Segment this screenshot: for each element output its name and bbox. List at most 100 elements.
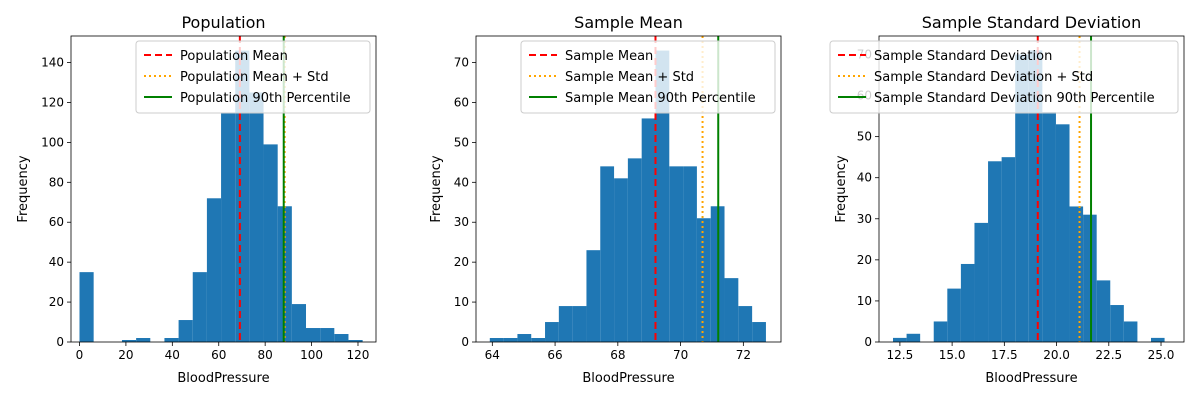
legend-label: Sample Mean 90th Percentile xyxy=(565,91,756,106)
histogram-bar xyxy=(960,263,975,342)
histogram-bar xyxy=(586,250,601,342)
x-tick-label: 40 xyxy=(165,348,180,362)
x-tick-label: 70 xyxy=(673,348,688,362)
histogram-bar xyxy=(696,218,711,342)
histogram-bar xyxy=(1096,280,1111,342)
subplot-sample-mean: Sample Mean BloodPressure Frequency 64 66… xyxy=(429,13,782,386)
histogram-bar xyxy=(1015,54,1029,342)
histogram-bar xyxy=(947,288,961,342)
axes-frame xyxy=(878,35,1185,343)
subplot-title: Sample Mean xyxy=(574,13,683,32)
histogram-bar xyxy=(988,161,1002,342)
x-tick-label: 80 xyxy=(258,348,273,362)
legend: Sample Mean Sample Mean + Std Sample Mean … xyxy=(520,40,776,114)
histogram-bar xyxy=(1042,111,1056,342)
plot-area: 12.515.017.520.022.525.0010203040506070S… xyxy=(829,35,1185,362)
x-tick-label: 12.5 xyxy=(887,348,914,362)
plot-area: 0 20 40 60 80 100 120 0 20 40 60 80 100 120 140 Populat… xyxy=(41,35,377,362)
legend-label: Sample Standard Deviation + Std xyxy=(874,70,1093,85)
histogram-bar xyxy=(974,222,989,342)
histogram-bar xyxy=(531,338,546,342)
plot-content xyxy=(892,36,1165,342)
y-tick-label: 20 xyxy=(454,255,469,269)
x-tick-label: 66 xyxy=(547,348,562,362)
legend: Sample Standard Deviation Sample Standard… xyxy=(829,40,1179,114)
histogram-bar xyxy=(348,340,363,342)
histogram-bar xyxy=(306,328,321,342)
histogram-bar xyxy=(669,166,684,342)
histogram-bar xyxy=(724,278,739,342)
y-tick-label: 20 xyxy=(49,295,64,309)
histogram-bar xyxy=(249,92,264,342)
histogram-bar xyxy=(291,304,307,342)
histogram-bar xyxy=(136,338,151,342)
y-tick-label: 0 xyxy=(864,335,872,349)
histogram-bar xyxy=(738,306,753,342)
histogram-bar xyxy=(614,178,628,342)
x-tick-label: 72 xyxy=(736,348,751,362)
histogram-bar xyxy=(263,144,278,342)
x-tick-label: 17.5 xyxy=(991,348,1018,362)
y-tick-label: 30 xyxy=(857,212,872,226)
axes-frame xyxy=(475,35,782,343)
histogram-bar xyxy=(906,333,921,342)
subplot-population: Population BloodPressure Frequency 0 20 40… xyxy=(16,13,377,386)
histogram-bar xyxy=(79,272,94,342)
legend-box xyxy=(829,40,1179,114)
histogram-bar xyxy=(641,118,656,342)
x-axis-label: BloodPressure xyxy=(985,371,1077,386)
histogram-bar xyxy=(545,322,559,342)
x-tick-label: 15.0 xyxy=(939,348,966,362)
histogram-bar xyxy=(206,198,222,342)
y-tick-label: 60 xyxy=(49,215,64,229)
histogram-bar xyxy=(1083,214,1097,342)
y-tick-label: 60 xyxy=(454,95,469,109)
x-tick-label: 100 xyxy=(300,348,323,362)
y-tick-label: 40 xyxy=(49,255,64,269)
histogram-bar xyxy=(1110,305,1124,342)
histogram-bar xyxy=(655,50,670,342)
histogram-bar xyxy=(933,321,948,342)
y-tick-label: 30 xyxy=(454,215,469,229)
y-tick-label: 140 xyxy=(41,56,64,70)
histogram-bar xyxy=(892,337,907,342)
histogram-bar xyxy=(572,306,587,342)
x-axis-label: BloodPressure xyxy=(582,371,674,386)
legend-label: Population Mean + Std xyxy=(180,70,329,85)
histogram-bar xyxy=(235,50,250,342)
subplot-title: Sample Standard Deviation xyxy=(922,13,1141,32)
y-axis-label: Frequency xyxy=(429,155,444,222)
legend: Population Mean Population Mean + Std Popu… xyxy=(135,40,371,114)
y-tick-label: 50 xyxy=(454,135,469,149)
histogram-bar xyxy=(600,166,615,342)
y-tick-label: 10 xyxy=(857,294,872,308)
y-tick-label: 10 xyxy=(454,295,469,309)
x-tick-label: 20.0 xyxy=(1043,348,1070,362)
y-tick-label: 40 xyxy=(857,171,872,185)
histogram-bar xyxy=(1055,124,1070,342)
x-axis-label: BloodPressure xyxy=(177,371,269,386)
histogram-bar xyxy=(1123,321,1138,342)
y-tick-label: 20 xyxy=(857,253,872,267)
histogram-bar xyxy=(320,328,335,342)
legend-label: Population Mean xyxy=(180,49,288,64)
histogram-bar xyxy=(178,320,193,342)
x-tick-label: 60 xyxy=(211,348,226,362)
histogram-bar xyxy=(683,166,697,342)
histogram-bar xyxy=(627,158,642,342)
histogram-bar xyxy=(752,322,766,342)
histogram-bar xyxy=(1001,157,1016,342)
x-tick-label: 22.5 xyxy=(1095,348,1122,362)
subplot-sample-standard-deviation: Sample Standard Deviation BloodPressure … xyxy=(829,13,1185,386)
histogram-bar xyxy=(277,206,292,342)
y-axis-label: Frequency xyxy=(16,155,31,222)
x-tick-label: 68 xyxy=(610,348,625,362)
y-tick-label: 70 xyxy=(454,56,469,70)
y-axis-label: Frequency xyxy=(834,155,849,222)
histogram-bar xyxy=(489,338,504,342)
legend-label: Population 90th Percentile xyxy=(180,91,351,106)
x-tick-label: 20 xyxy=(118,348,133,362)
histogram-bar xyxy=(221,112,236,342)
